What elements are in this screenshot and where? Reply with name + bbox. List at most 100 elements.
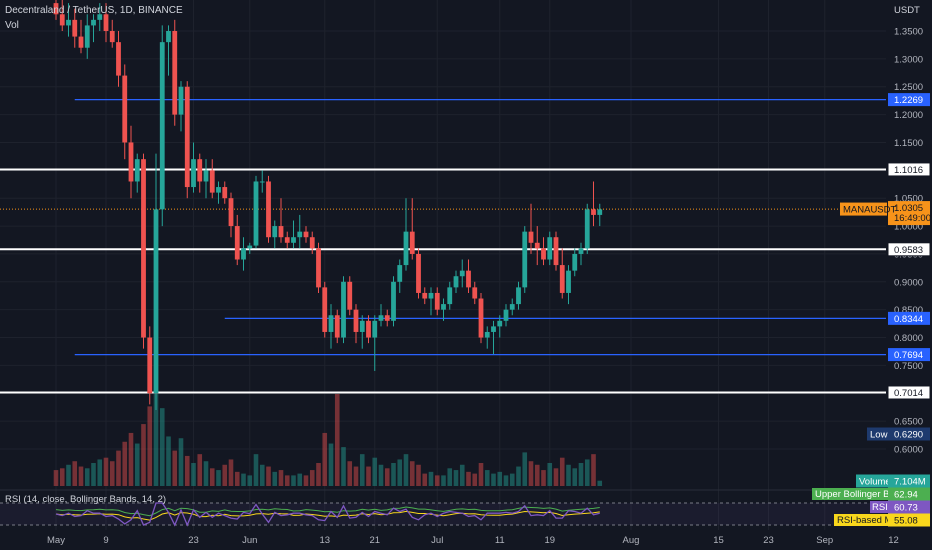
volume-bar bbox=[53, 470, 59, 486]
volume-bar bbox=[97, 459, 103, 486]
candle-body bbox=[459, 270, 465, 277]
candle-body bbox=[341, 281, 346, 338]
volume-bar bbox=[334, 394, 340, 486]
volume-bar bbox=[247, 475, 253, 486]
candle-body bbox=[222, 187, 228, 199]
candle-body bbox=[216, 187, 221, 193]
candle-body bbox=[284, 237, 290, 243]
volume-bar bbox=[72, 461, 78, 486]
volume-bar bbox=[491, 473, 496, 486]
candle-body bbox=[516, 287, 521, 305]
rsi-ma-label: RSI-based MA bbox=[837, 515, 899, 526]
candle-body bbox=[378, 315, 384, 321]
candle-body bbox=[84, 25, 90, 48]
volume-bar bbox=[353, 466, 359, 486]
volume-bar bbox=[553, 468, 559, 486]
volume-bar bbox=[434, 475, 440, 486]
candle-body bbox=[241, 248, 246, 260]
candle-body bbox=[147, 337, 153, 394]
volume-bar bbox=[378, 464, 384, 486]
candle-body bbox=[372, 320, 378, 338]
volume-bar bbox=[572, 468, 578, 486]
candle-body bbox=[578, 248, 584, 254]
candle-body bbox=[66, 19, 71, 26]
level-price-tag: 1.1016 bbox=[894, 165, 923, 176]
volume-bar bbox=[209, 468, 215, 486]
price-tags: 1.2269 1.1016 0.9583 0.8344 0.7694 0.7014 1.03… bbox=[812, 93, 931, 527]
volume-value-tag: 7.104M bbox=[894, 477, 926, 488]
volume-bar bbox=[441, 475, 446, 486]
volume-bar bbox=[203, 461, 209, 486]
rsi-value-tag: 60.73 bbox=[894, 503, 918, 514]
symbol-tag: MANAUSDT bbox=[843, 205, 897, 216]
candle-body bbox=[97, 14, 103, 20]
candle-body bbox=[591, 209, 596, 215]
price-axis[interactable]: 1.35001.30001.25001.20001.15001.10001.05… bbox=[888, 0, 932, 550]
upper-band-tag-bg bbox=[888, 487, 930, 501]
candle-body bbox=[159, 42, 165, 210]
volume-bar bbox=[422, 473, 428, 486]
volume-bar bbox=[459, 464, 465, 486]
candle-body bbox=[478, 298, 484, 338]
candle-body bbox=[309, 237, 315, 249]
time-axis[interactable]: May 9 23 Jun 13 21 Jul 11 19 Aug 15 23 Sep 12 bbox=[0, 530, 932, 550]
candle-body bbox=[234, 226, 240, 260]
volume-bar bbox=[122, 441, 128, 486]
last-price-tag-bg bbox=[888, 201, 930, 226]
volume-bar bbox=[366, 466, 371, 486]
candle-body bbox=[253, 181, 259, 246]
volume-bar bbox=[191, 463, 196, 486]
y-tick-label: 1.1500 bbox=[894, 138, 923, 149]
candle-body bbox=[491, 326, 496, 332]
candle-body bbox=[116, 42, 121, 76]
volume-label-bg bbox=[856, 474, 888, 488]
volume-bar bbox=[266, 466, 271, 486]
candle-body bbox=[303, 231, 309, 238]
volume-bar bbox=[309, 470, 315, 486]
low-label-bg bbox=[867, 427, 888, 441]
volume-bar bbox=[522, 452, 528, 486]
volume-bar bbox=[109, 461, 115, 486]
volume-bar bbox=[241, 473, 246, 486]
x-tick-label: Sep bbox=[816, 535, 833, 546]
level-price-tag: 0.9583 bbox=[894, 245, 923, 256]
volume-label: Volume bbox=[859, 477, 891, 488]
volume-bar bbox=[322, 432, 328, 486]
rsi-line bbox=[55, 502, 600, 527]
volume-bar bbox=[359, 454, 365, 486]
low-price-tag: 0.6290 bbox=[894, 430, 923, 441]
x-tick-label: 23 bbox=[763, 535, 774, 546]
candle-body bbox=[522, 231, 528, 288]
y-tick-label: 0.8500 bbox=[894, 305, 923, 316]
x-tick-label: Aug bbox=[623, 535, 640, 546]
x-tick-label: Jun bbox=[242, 535, 257, 546]
x-tick-label: Jul bbox=[431, 535, 443, 546]
volume-bar bbox=[347, 461, 353, 486]
candle-body bbox=[78, 36, 84, 48]
low-price-tag-bg bbox=[888, 427, 930, 441]
candle-body bbox=[416, 253, 421, 293]
volume-bar bbox=[497, 471, 503, 486]
y-tick-label: 1.3500 bbox=[894, 27, 923, 38]
candle-body bbox=[172, 31, 178, 115]
volume-bars bbox=[53, 394, 603, 486]
volume-bar bbox=[547, 463, 553, 486]
volume-bar bbox=[234, 471, 240, 486]
candle-body bbox=[547, 237, 553, 260]
candle-body bbox=[484, 331, 490, 338]
candle-body bbox=[509, 304, 515, 310]
candle-body bbox=[322, 287, 328, 332]
volume-bar bbox=[416, 464, 421, 486]
symbol-title: Decentraland / TetherUS, 1D, BINANCE bbox=[5, 5, 183, 16]
volume-bar bbox=[128, 432, 134, 486]
x-tick-label: 21 bbox=[369, 535, 380, 546]
level-price-tag: 1.2269 bbox=[894, 95, 923, 106]
volume-bar bbox=[103, 457, 109, 486]
rsi-ma-label-bg bbox=[834, 514, 888, 526]
volume-bar bbox=[272, 471, 278, 486]
y-tick-label: 0.9000 bbox=[894, 277, 923, 288]
rsi-ma-value-tag: 55.08 bbox=[894, 516, 918, 527]
candle-body bbox=[141, 159, 146, 338]
candle-body bbox=[166, 31, 171, 43]
